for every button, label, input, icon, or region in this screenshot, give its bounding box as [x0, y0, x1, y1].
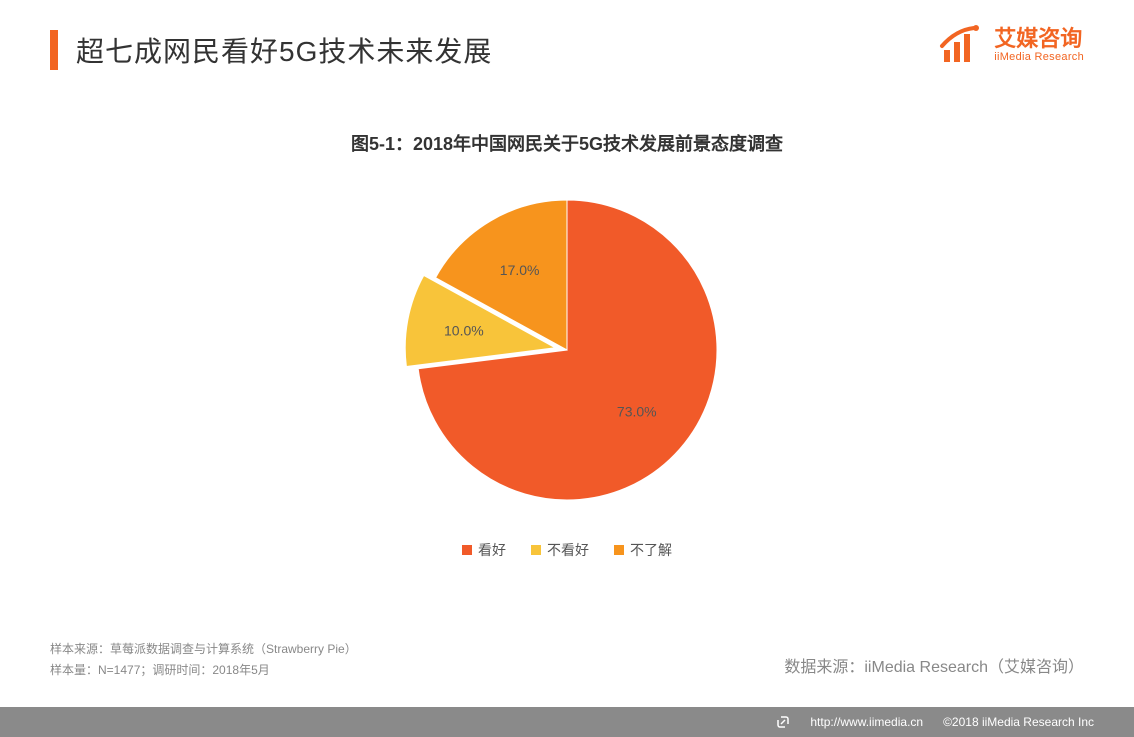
chart-title: 图5-1：2018年中国网民关于5G技术发展前景态度调查	[0, 130, 1134, 156]
legend-swatch	[614, 545, 624, 555]
footer-data-source: 数据来源：iiMedia Research（艾媒咨询）	[784, 653, 1084, 677]
chart-legend: 看好 不看好 不了解	[0, 540, 1134, 560]
legend-label: 不了解	[630, 540, 672, 560]
pie-slice-label: 73.0%	[617, 404, 657, 420]
legend-label: 不看好	[547, 540, 589, 560]
footer-copyright: ©2018 iiMedia Research Inc	[943, 715, 1094, 729]
pie-slice-label: 17.0%	[500, 262, 540, 278]
footer-sample-info: 样本来源：草莓派数据调查与计算系统（Strawberry Pie） 样本量：N=…	[50, 639, 357, 682]
bottom-bar: http://www.iimedia.cn ©2018 iiMedia Rese…	[0, 707, 1134, 737]
logo-icon	[938, 22, 984, 68]
legend-item: 不看好	[531, 540, 589, 560]
brand-logo: 艾媒咨询 iiMedia Research	[938, 22, 1084, 68]
legend-swatch	[531, 545, 541, 555]
legend-label: 看好	[478, 540, 506, 560]
logo-text-en: iiMedia Research	[994, 51, 1084, 63]
pie-chart: 73.0% 10.0% 17.0%	[0, 180, 1134, 520]
page-title: 超七成网民看好5G技术未来发展	[76, 30, 492, 70]
legend-swatch	[462, 545, 472, 555]
header: 超七成网民看好5G技术未来发展	[50, 30, 492, 70]
sample-source-text: 样本来源：草莓派数据调查与计算系统（Strawberry Pie）	[50, 639, 357, 661]
pie-slice-label: 10.0%	[444, 322, 484, 338]
footer-url-link[interactable]: http://www.iimedia.cn	[810, 715, 923, 729]
title-accent-bar	[50, 30, 58, 70]
logo-text-cn: 艾媒咨询	[994, 27, 1084, 51]
legend-item: 不了解	[614, 540, 672, 560]
sample-size-text: 样本量：N=1477；调研时间：2018年5月	[50, 660, 357, 682]
legend-item: 看好	[462, 540, 506, 560]
link-icon	[776, 715, 790, 729]
pie-svg: 73.0% 10.0% 17.0%	[267, 180, 867, 520]
